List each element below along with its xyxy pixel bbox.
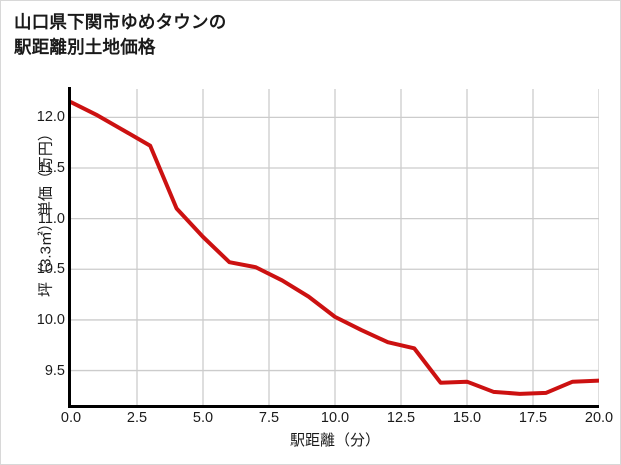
page-title: 山口県下関市ゆめタウンの 駅距離別土地価格 bbox=[14, 12, 227, 57]
data-series-line bbox=[71, 100, 599, 396]
x-tick-label: 7.5 bbox=[258, 410, 280, 426]
series-line bbox=[71, 100, 599, 396]
y-axis-tick-labels: 9.5 10.0 10.5 11.0 11.5 12.0 bbox=[1, 1, 65, 464]
x-tick-label: 20.0 bbox=[584, 410, 614, 426]
y-tick-label: 10.5 bbox=[36, 261, 65, 278]
x-tick-label: 15.0 bbox=[452, 410, 482, 426]
grid-lines bbox=[71, 89, 599, 406]
x-tick-label: 12.5 bbox=[386, 410, 416, 426]
x-tick-label: 2.5 bbox=[126, 410, 148, 426]
y-tick-label: 11.0 bbox=[37, 210, 65, 227]
y-tick-label: 12.0 bbox=[36, 109, 65, 126]
y-tick-label: 10.0 bbox=[36, 311, 65, 328]
plot-area bbox=[71, 89, 599, 406]
y-tick-label: 11.5 bbox=[37, 159, 65, 176]
x-tick-label: 5.0 bbox=[192, 410, 214, 426]
x-axis-title: 駅距離（分） bbox=[289, 432, 380, 449]
x-tick-label: 0.0 bbox=[60, 410, 82, 426]
y-tick-label: 9.5 bbox=[44, 362, 65, 379]
y-axis-spine bbox=[68, 87, 71, 408]
x-tick-label: 17.5 bbox=[518, 410, 548, 426]
x-tick-label: 10.0 bbox=[320, 410, 350, 426]
y-axis-title: 坪（3.3㎡）単価（万円） bbox=[37, 126, 55, 297]
x-axis-spine bbox=[68, 405, 599, 408]
